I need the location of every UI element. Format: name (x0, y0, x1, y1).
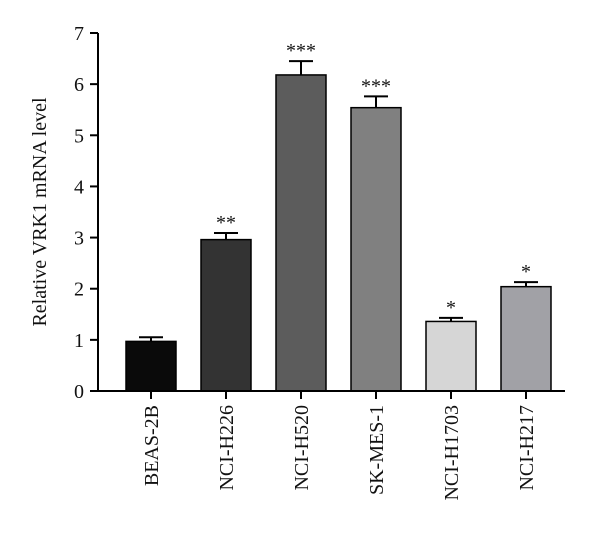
bar (500, 285, 552, 392)
y-tick-label: 7 (74, 23, 84, 45)
bar (425, 320, 477, 392)
significance-marker: ** (216, 212, 236, 234)
x-category-label: NCI-H226 (216, 405, 238, 491)
y-tick-label: 3 (74, 228, 84, 250)
y-tick-label: 5 (74, 125, 84, 147)
bar (125, 340, 177, 392)
significance-marker: * (521, 261, 531, 283)
bar (275, 74, 327, 392)
x-category-label: BEAS-2B (141, 405, 163, 486)
x-category-label: NCI-H217 (516, 405, 538, 491)
significance-marker: *** (361, 75, 391, 97)
y-axis: 0 1 2 3 4 5 6 7 (74, 23, 99, 403)
y-tick-label: 2 (74, 279, 84, 301)
y-tick-label: 1 (74, 330, 84, 352)
bar (200, 238, 252, 392)
bar (350, 106, 402, 392)
y-tick-label: 4 (74, 176, 84, 198)
significance-marker: *** (286, 40, 316, 62)
y-tick-label: 0 (74, 381, 84, 403)
x-category-label: NCI-H520 (291, 405, 313, 491)
x-category-label: NCI-H1703 (441, 405, 463, 501)
y-tick-label: 6 (74, 74, 84, 96)
x-axis: BEAS-2B NCI-H226 NCI-H520 SK-MES-1 NCI-H1703… (98, 390, 565, 501)
significance-marker: * (446, 297, 456, 319)
bars: ********** (125, 40, 552, 392)
y-axis-label: Relative VRK1 mRNA level (29, 97, 51, 326)
x-category-label: SK-MES-1 (366, 405, 388, 495)
